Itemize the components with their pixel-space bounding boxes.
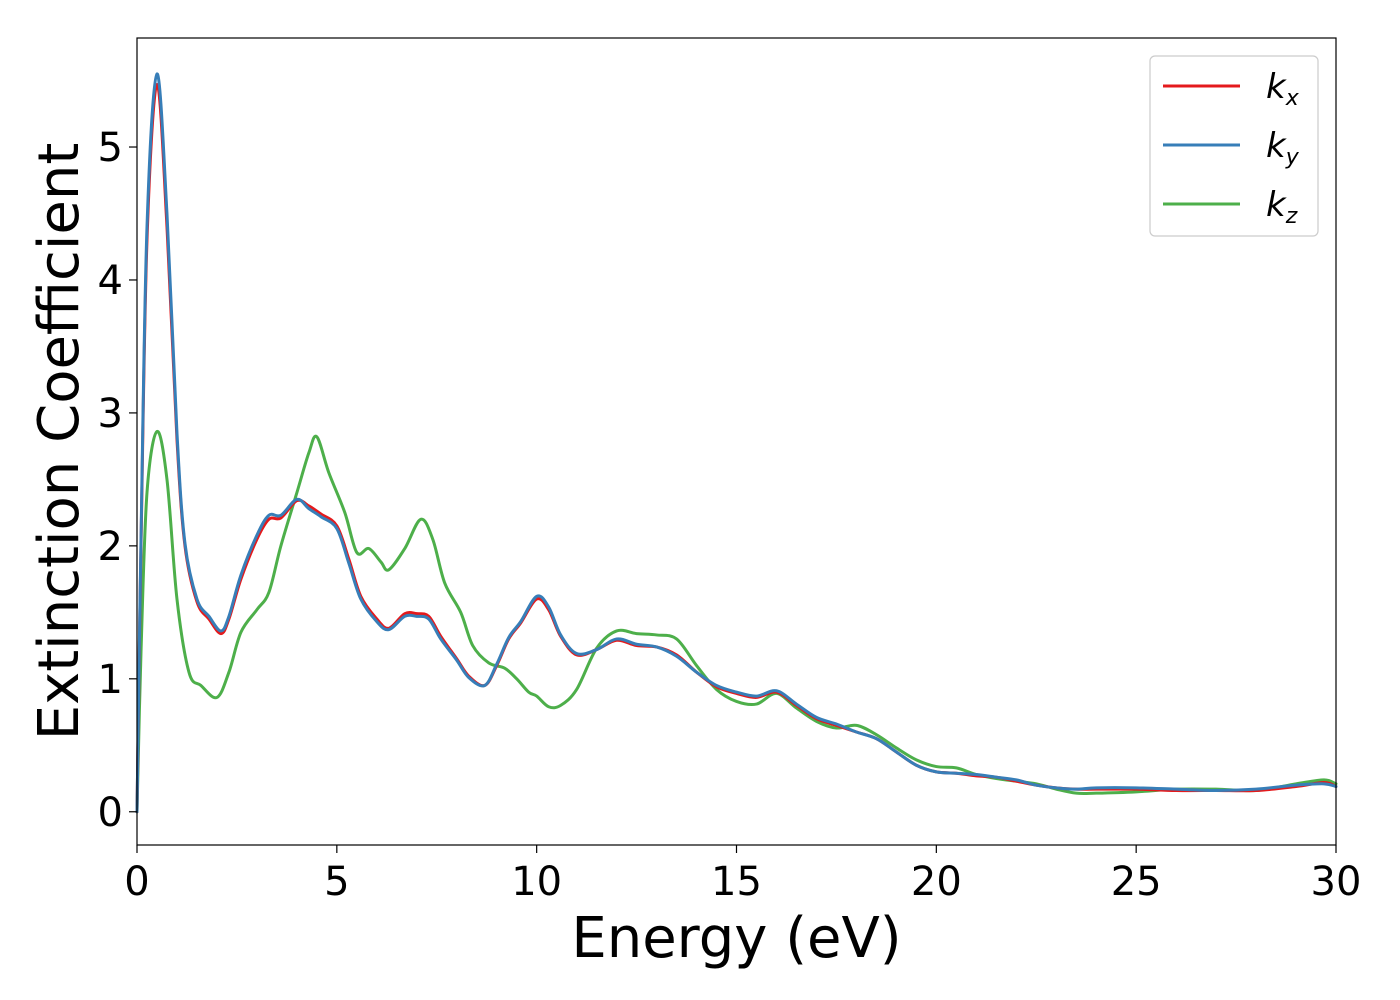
x-tick-label: 25 (1111, 859, 1162, 905)
legend-label-base: k (1266, 126, 1287, 166)
legend-label-ky: ky (1266, 126, 1300, 170)
x-tick-label: 10 (511, 859, 562, 905)
legend-label-kx: kx (1266, 67, 1300, 111)
x-tick-label: 20 (911, 859, 962, 905)
y-tick-label: 0 (98, 790, 123, 836)
y-axis-title: Extinction Coefficient (27, 143, 92, 741)
y-tick-label: 5 (98, 125, 123, 171)
y-tick-label: 3 (98, 391, 123, 437)
y-axis: 0 1 2 3 4 5 (98, 125, 137, 836)
series-line-ky (135, 72, 1338, 814)
y-tick-label: 1 (98, 657, 123, 703)
legend-label-base: k (1266, 67, 1287, 107)
x-axis-title: Energy (eV) (571, 906, 901, 971)
x-tick-label: 30 (1311, 859, 1362, 905)
legend-label-base: k (1266, 185, 1287, 225)
legend-label-kz: kz (1266, 185, 1298, 229)
legend-label-subscript: x (1285, 86, 1300, 111)
x-tick-label: 15 (711, 859, 762, 905)
x-tick-label: 0 (124, 859, 149, 905)
y-tick-label: 4 (98, 258, 123, 304)
x-axis: 0 5 10 15 20 25 30 (124, 845, 1361, 905)
y-tick-label: 2 (98, 524, 123, 570)
series-layer (135, 72, 1338, 814)
legend-label-subscript: z (1285, 204, 1298, 229)
x-tick-label: 5 (324, 859, 349, 905)
legend-label-subscript: y (1285, 145, 1300, 170)
